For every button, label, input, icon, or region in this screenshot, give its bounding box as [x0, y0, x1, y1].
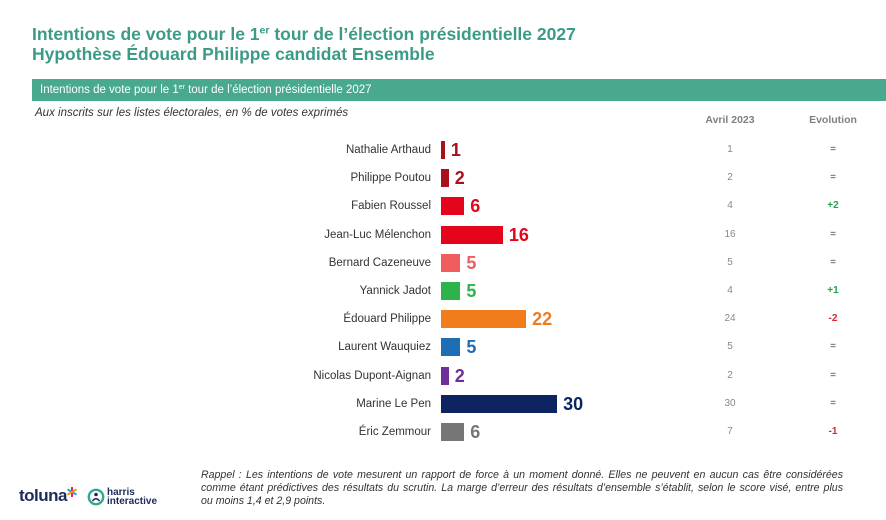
footer-line: Rappel : Les intentions de vote mesurent… — [201, 469, 843, 481]
evolution-value-edouard-philippe: -2 — [828, 313, 838, 325]
row-fabien-roussel: Fabien Roussel 6 4 +2 — [0, 192, 886, 220]
chart-title-superscript: er — [178, 83, 185, 91]
chart-title: Intentions de vote pour le 1er tour de l… — [40, 83, 372, 97]
candidate-name-bernard-cazeneuve: Bernard Cazeneuve — [328, 256, 431, 269]
column-header-evolution: Evolution — [809, 114, 857, 126]
bar-nicolas-dupont-aignan — [441, 366, 449, 385]
evolution-value-jean-luc-melenchon: = — [830, 228, 836, 240]
bar-nathalie-arthaud — [441, 141, 445, 159]
candidate-name-jean-luc-melenchon: Jean-Luc Mélenchon — [324, 228, 431, 241]
chart-subtitle: Aux inscrits sur les listes électorales,… — [35, 107, 349, 119]
candidate-name-fabien-roussel: Fabien Roussel — [351, 200, 431, 213]
page-title-text: Intentions de vote pour le 1 — [32, 24, 260, 44]
avril-2023-value-edouard-philippe: 24 — [724, 313, 736, 325]
toluna-logo: toluna — [19, 486, 68, 505]
row-jean-luc-melenchon: Jean-Luc Mélenchon 16 16 = — [0, 221, 886, 249]
value-label-nathalie-arthaud: 1 — [450, 140, 461, 160]
value-label-laurent-wauquiez: 5 — [466, 337, 477, 358]
bar-marine-le-pen — [441, 394, 558, 413]
row-edouard-philippe: Édouard Philippe 22 24 -2 — [0, 305, 886, 333]
evolution-value-fabien-roussel: +2 — [827, 200, 839, 212]
avril-2023-value-yannick-jadot: 4 — [727, 285, 733, 296]
value-label-marine-le-pen: 30 — [563, 393, 584, 414]
chart-title-text-end: tour de l’élection présidentielle 2027 — [184, 84, 372, 96]
page-title-text-end: tour de l’élection présidentielle 2027 — [269, 24, 576, 44]
avril-2023-value-eric-zemmour: 7 — [727, 426, 733, 437]
candidate-name-yannick-jadot: Yannick Jadot — [359, 285, 431, 297]
bar-jean-luc-melenchon — [441, 225, 503, 244]
page-title: Intentions de vote pour le 1er tour de l… — [32, 24, 576, 44]
page-title-superscript: er — [259, 24, 270, 37]
bar-laurent-wauquiez — [441, 338, 461, 357]
avril-2023-value-fabien-roussel: 4 — [727, 200, 733, 212]
toluna-star-icon — [67, 487, 77, 497]
evolution-value-laurent-wauquiez: = — [830, 341, 836, 353]
avril-2023-value-bernard-cazeneuve: 5 — [727, 256, 733, 268]
row-bernard-cazeneuve: Bernard Cazeneuve 5 5 = — [0, 249, 886, 277]
evolution-value-eric-zemmour: -1 — [828, 426, 838, 437]
bar-edouard-philippe — [441, 310, 527, 329]
bar-yannick-jadot — [441, 282, 461, 300]
footer-line: ou moins 1,4 et 2,9 points. — [201, 495, 326, 507]
avril-2023-value-marine-le-pen: 30 — [724, 397, 736, 409]
bar-philippe-poutou — [441, 169, 449, 188]
value-label-yannick-jadot: 5 — [466, 281, 477, 301]
evolution-value-bernard-cazeneuve: = — [830, 256, 836, 268]
candidate-name-philippe-poutou: Philippe Poutou — [350, 172, 431, 185]
value-label-eric-zemmour: 6 — [470, 422, 481, 442]
evolution-value-nathalie-arthaud: = — [830, 144, 836, 155]
candidate-name-laurent-wauquiez: Laurent Wauquiez — [338, 341, 431, 354]
avril-2023-value-nathalie-arthaud: 1 — [727, 144, 733, 155]
candidate-name-nicolas-dupont-aignan: Nicolas Dupont-Aignan — [313, 369, 431, 382]
candidate-name-marine-le-pen: Marine Le Pen — [356, 397, 431, 410]
column-header-avril-2023: Avril 2023 — [705, 114, 755, 126]
footer-note: Rappel : Les intentions de vote mesurent… — [201, 469, 843, 508]
value-label-jean-luc-melenchon: 16 — [508, 224, 529, 245]
bar-eric-zemmour — [441, 423, 465, 441]
evolution-value-nicolas-dupont-aignan: = — [830, 369, 836, 381]
bar-bernard-cazeneuve — [441, 253, 461, 272]
avril-2023-value-philippe-poutou: 2 — [727, 172, 733, 184]
footer-line: comme étant prédictives des résultats du… — [201, 482, 843, 494]
page-subtitle: Hypothèse Édouard Philippe candidat Ense… — [32, 44, 435, 64]
evolution-value-yannick-jadot: +1 — [827, 285, 839, 296]
value-label-nicolas-dupont-aignan: 2 — [454, 365, 465, 386]
avril-2023-value-jean-luc-melenchon: 16 — [724, 228, 736, 240]
evolution-value-marine-le-pen: = — [830, 397, 836, 409]
row-philippe-poutou: Philippe Poutou 2 2 = — [0, 164, 886, 192]
chart-banner: Intentions de vote pour le 1er tour de l… — [32, 79, 886, 101]
candidate-name-edouard-philippe: Édouard Philippe — [343, 313, 431, 326]
harris-logo-icon — [87, 488, 105, 506]
bar-fabien-roussel — [441, 197, 465, 216]
candidate-name-eric-zemmour: Éric Zemmour — [358, 426, 431, 438]
row-yannick-jadot: Yannick Jadot 5 4 +1 — [0, 277, 886, 305]
row-laurent-wauquiez: Laurent Wauquiez 5 5 = — [0, 333, 886, 361]
value-label-fabien-roussel: 6 — [470, 196, 481, 217]
harris-logo-text: harris — [107, 487, 135, 498]
value-label-bernard-cazeneuve: 5 — [466, 252, 477, 273]
evolution-value-philippe-poutou: = — [830, 172, 836, 184]
chart-title-text: Intentions de vote pour le 1 — [40, 84, 179, 96]
bar-chart: Nathalie Arthaud 1 1 = Philippe Poutou 2 2 = Fab… — [0, 134, 886, 448]
harris-logo-subtext: interactive — [107, 496, 158, 507]
row-eric-zemmour: Éric Zemmour 6 7 -1 — [0, 418, 886, 446]
value-label-philippe-poutou: 2 — [454, 168, 465, 189]
row-nicolas-dupont-aignan: Nicolas Dupont-Aignan 2 2 = — [0, 362, 886, 390]
avril-2023-value-laurent-wauquiez: 5 — [727, 341, 733, 353]
avril-2023-value-nicolas-dupont-aignan: 2 — [727, 369, 733, 381]
row-marine-le-pen: Marine Le Pen 30 30 = — [0, 390, 886, 418]
candidate-name-nathalie-arthaud: Nathalie Arthaud — [345, 144, 431, 156]
value-label-edouard-philippe: 22 — [532, 309, 553, 330]
row-nathalie-arthaud: Nathalie Arthaud 1 1 = — [0, 136, 886, 164]
